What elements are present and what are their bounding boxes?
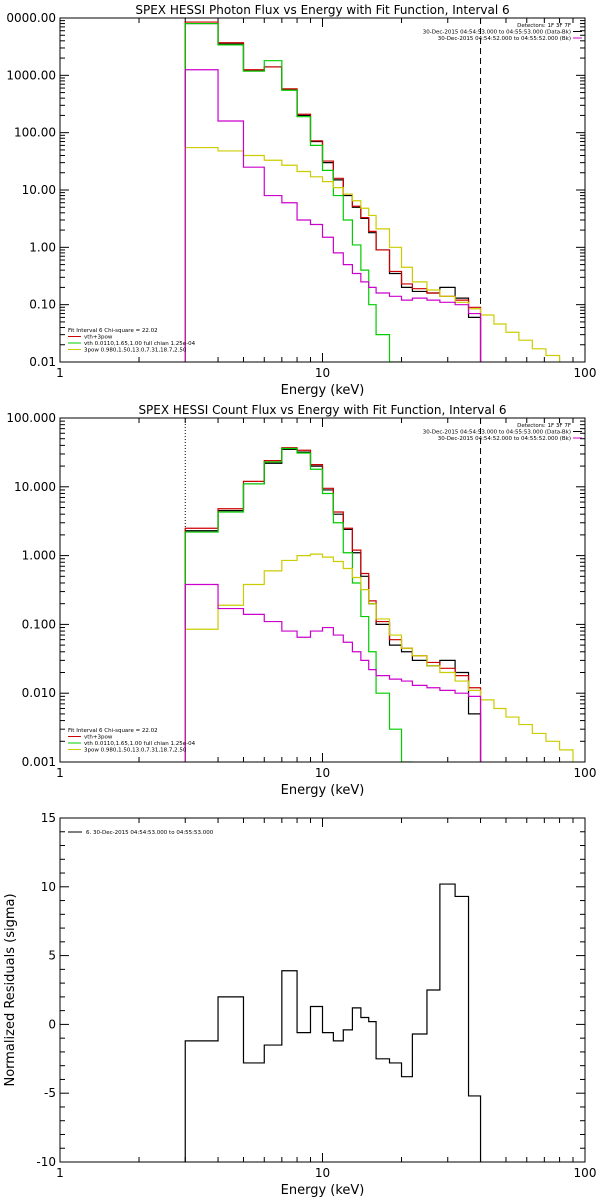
series-group xyxy=(184,21,561,362)
y-tick-label: 0 xyxy=(48,1017,56,1031)
legend-bottom-entry: 3pow 0.980,1.50,13.0,7.31,18.7,2.50 xyxy=(84,748,187,754)
x-axis-label: Energy (keV) xyxy=(281,383,365,398)
y-tick-label: 0000.00 xyxy=(6,11,56,25)
x-tick-label: 100 xyxy=(574,766,597,780)
plot-frame xyxy=(59,817,586,1163)
x-axis-label: Energy (keV) xyxy=(281,1183,365,1198)
series-line-1 xyxy=(184,883,482,1162)
legend-top-entry: 30-Dec-2015 04:54:53.000 to 04:55:53.000… xyxy=(423,30,571,36)
y-tick-label: 1000.00 xyxy=(6,68,56,82)
y-tick-label: 0.100 xyxy=(22,617,56,631)
series-line-2 xyxy=(184,21,482,362)
chart-panel-2: SPEX HESSI Count Flux vs Energy with Fit… xyxy=(6,403,596,798)
y-tick-label: 0.01 xyxy=(29,355,56,369)
series-line-4 xyxy=(184,553,574,762)
y-tick-label: 5 xyxy=(48,949,56,963)
series-line-5 xyxy=(184,69,482,362)
y-tick-label: 0.001 xyxy=(22,755,56,769)
y-tick-label: 15 xyxy=(41,811,56,825)
y-tick-label: -5 xyxy=(44,1086,56,1100)
x-axis-label: Energy (keV) xyxy=(281,783,365,798)
x-tick-label: 10 xyxy=(315,1166,330,1180)
x-tick-label: 1 xyxy=(56,766,64,780)
y-tick-label: 0.010 xyxy=(22,686,56,700)
chart-title: SPEX HESSI Count Flux vs Energy with Fit… xyxy=(138,403,506,417)
legend-bottom-entry: vth 0.0110,1.65,1.00 full chian 1.25e-04 xyxy=(84,341,196,347)
y-tick-label: 10.000 xyxy=(14,480,56,494)
plot-frame xyxy=(59,417,586,763)
y-axis-label: Normalized Residuals (sigma) xyxy=(3,893,18,1086)
legend-top-entry: Detectors: 1F 3F 7F xyxy=(517,423,571,429)
series-line-4 xyxy=(184,146,561,362)
series-group xyxy=(184,447,574,762)
legend-bottom-entry: Fit Interval 6 Chi-square = 22.02 xyxy=(68,328,158,334)
y-tick-label: 100.00 xyxy=(14,126,56,140)
y-tick-label: 10 xyxy=(41,880,56,894)
y-tick-label: 1.00 xyxy=(29,240,56,254)
y-tick-label: 10.00 xyxy=(22,183,56,197)
y-tick-label: 1.000 xyxy=(22,549,56,563)
series-group xyxy=(184,883,482,1162)
x-tick-label: 10 xyxy=(315,366,330,380)
x-tick-label: 1 xyxy=(56,366,64,380)
x-tick-label: 1 xyxy=(56,1166,64,1180)
legend-bottom-entry: vth 0.0110,1.65,1.00 full chian 1.25e-04 xyxy=(84,741,196,747)
series-line-2 xyxy=(184,447,482,762)
plot-frame xyxy=(59,17,586,363)
y-tick-label: 0.10 xyxy=(29,298,56,312)
legend-top-entry: Detectors: 1F 3F 7F xyxy=(517,23,571,29)
x-tick-label: 100 xyxy=(574,1166,597,1180)
chart-panel-3: 1 10 100 Energy (keV) 15 10 5 0 -5 -10 Normalized … xyxy=(3,811,596,1198)
legend-bottom-entry: vth+3pow xyxy=(84,735,113,741)
x-tick-label: 10 xyxy=(315,766,330,780)
series-line-3 xyxy=(184,22,413,362)
y-tick-label: 100.000 xyxy=(6,411,56,425)
series-line-5 xyxy=(184,583,482,762)
legend-bottom-entry: vth+3pow xyxy=(84,335,113,341)
series-line-3 xyxy=(184,447,413,762)
legend-top-entry: 30-Dec-2015 04:54:53.000 to 04:55:53.000… xyxy=(423,430,571,436)
legend-entry: 6. 30-Dec-2015 04:54:53.000 to 04:55:53.… xyxy=(86,830,214,836)
x-tick-label: 100 xyxy=(574,366,597,380)
legend-top-entry: 30-Dec-2015 04:54:52.000 to 04:55:52.000… xyxy=(438,36,571,42)
y-tick-label: -10 xyxy=(36,1155,56,1169)
chart-panel-1: SPEX HESSI Photon Flux vs Energy with Fi… xyxy=(6,3,596,398)
legend-top-entry: 30-Dec-2015 04:54:52.000 to 04:55:52.000… xyxy=(438,436,571,442)
chart-title: SPEX HESSI Photon Flux vs Energy with Fi… xyxy=(135,3,509,17)
legend-bottom-entry: 3pow 0.980,1.50,13.0,7.31,18.7,2.50 xyxy=(84,348,187,354)
legend-bottom-entry: Fit Interval 6 Chi-square = 22.02 xyxy=(68,728,158,734)
